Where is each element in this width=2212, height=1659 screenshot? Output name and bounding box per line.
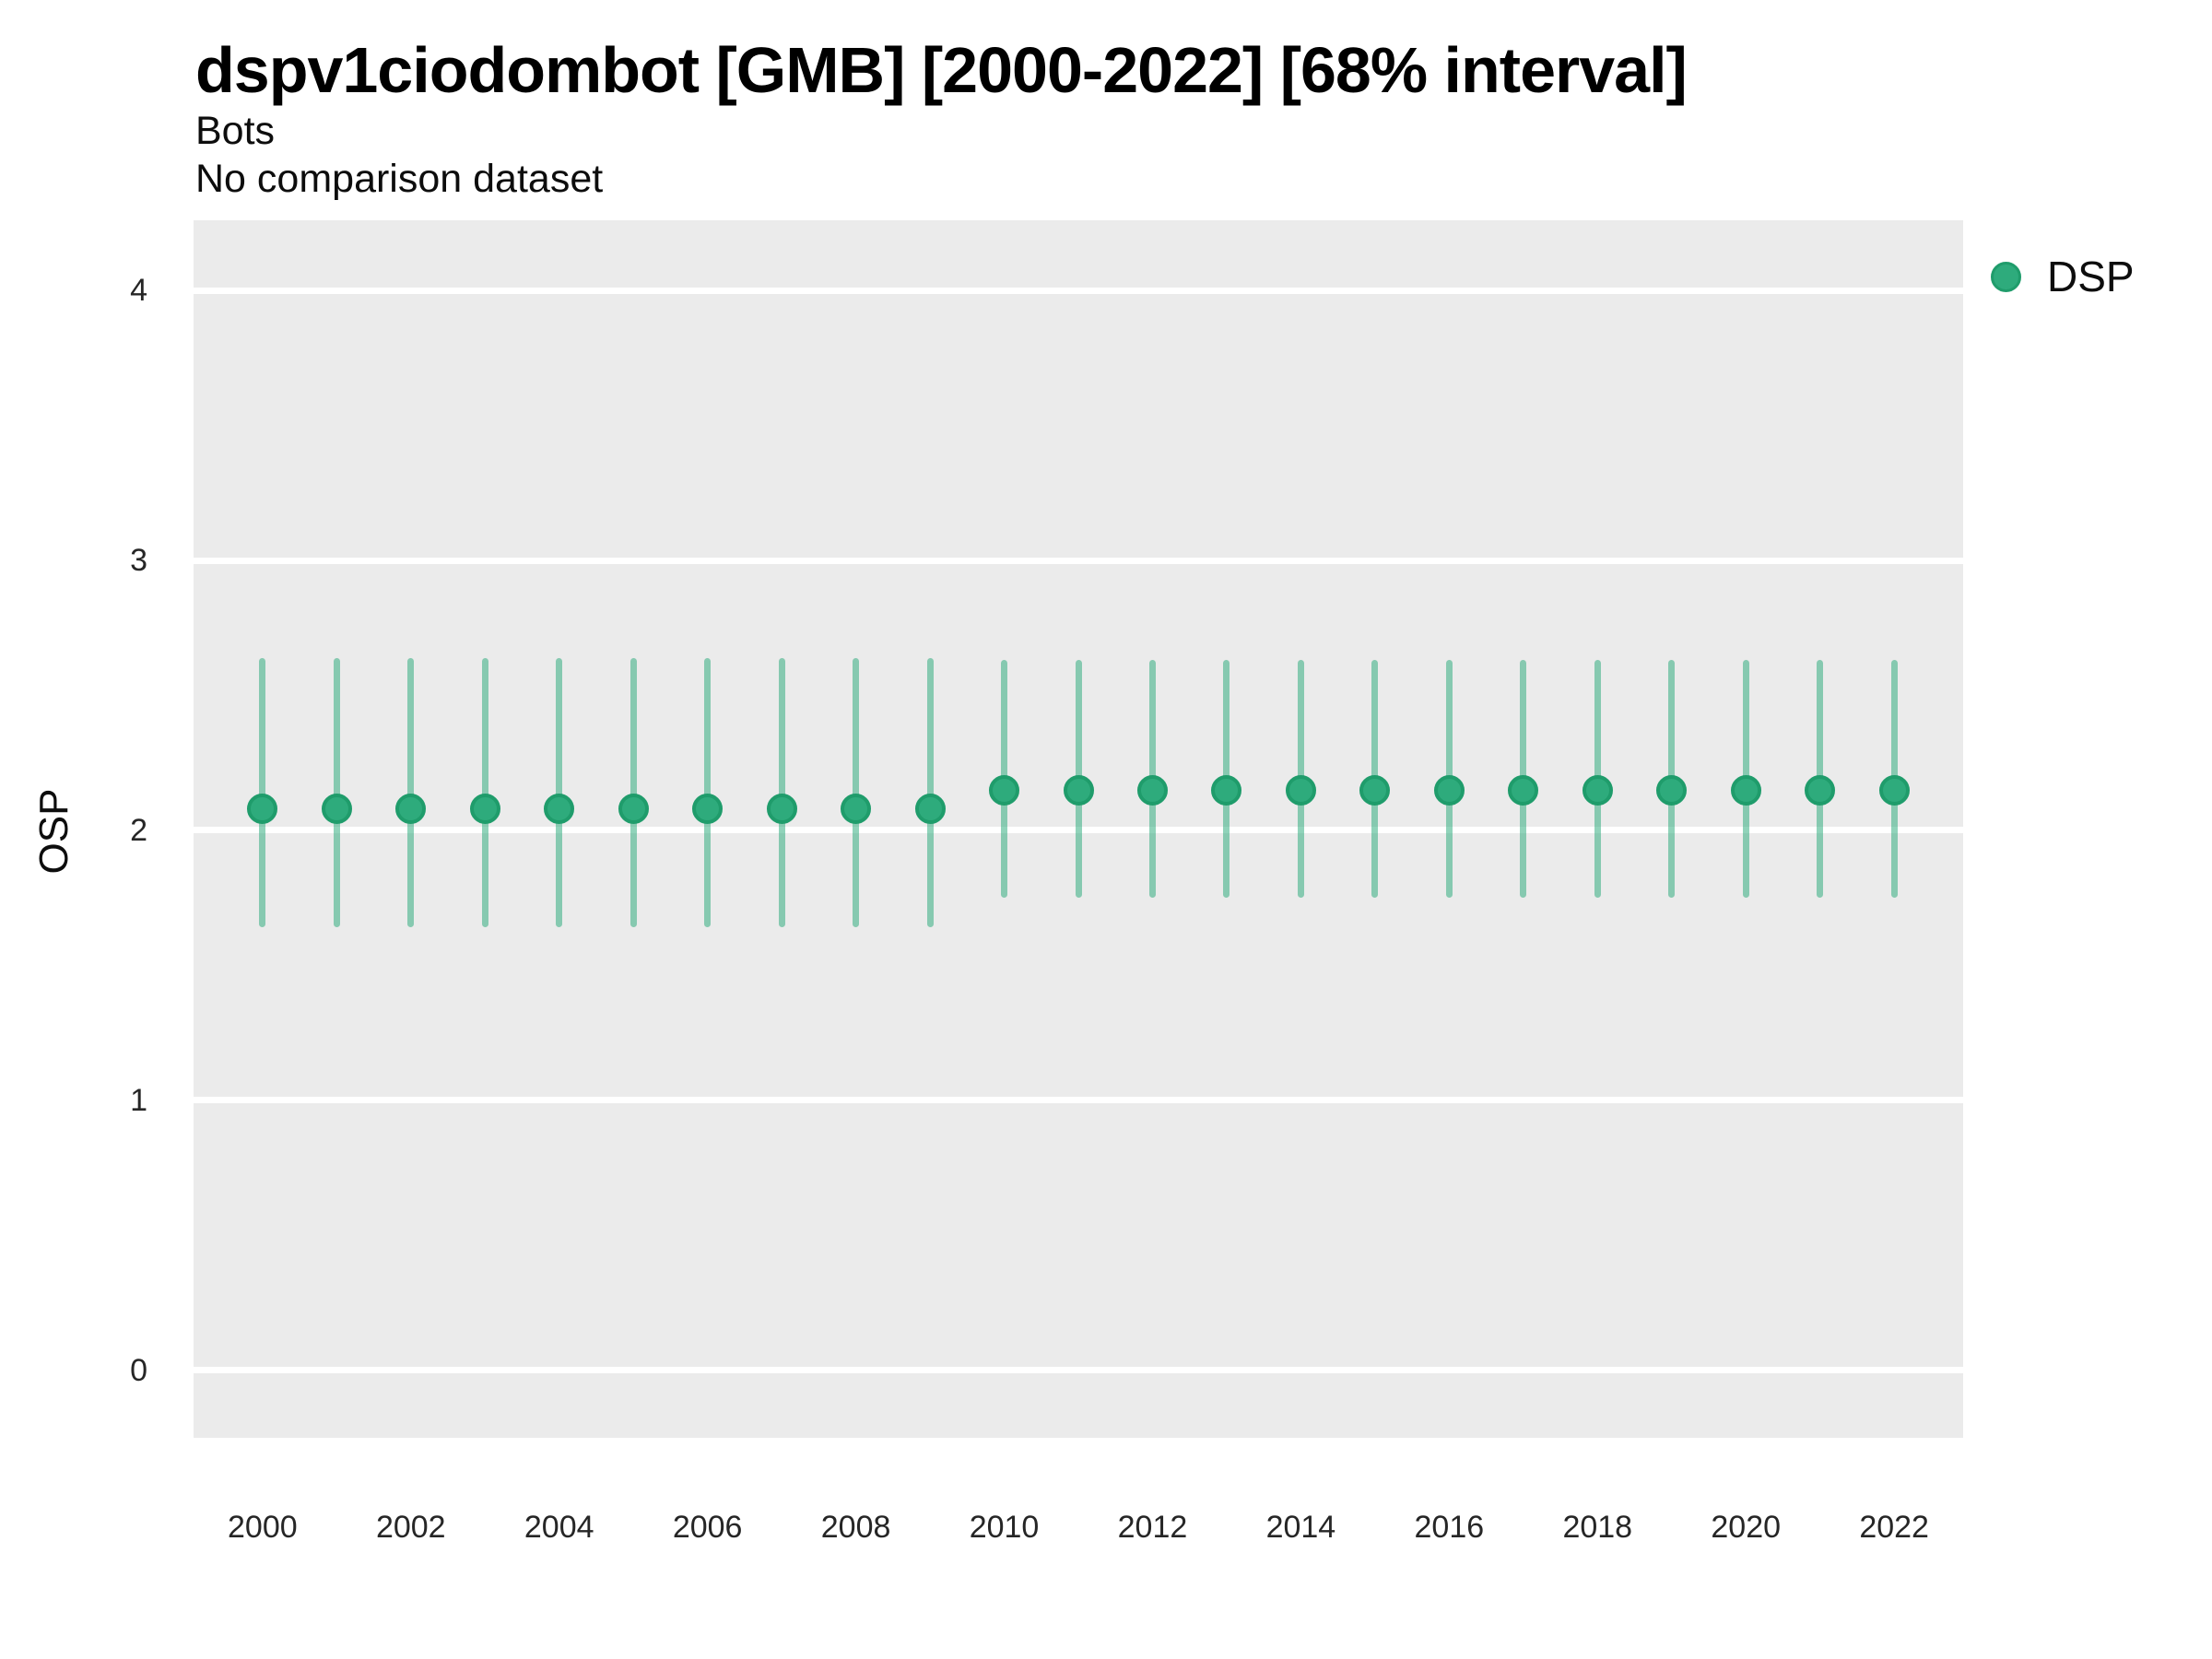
y-tick-label-3: 3 (130, 543, 147, 579)
data-point-2020 (1730, 774, 1761, 806)
data-point-2008 (841, 794, 872, 825)
comparison-note: No comparison dataset (195, 157, 604, 201)
y-axis-title: OSP (31, 788, 76, 875)
x-tick-label-2016: 2016 (1414, 1510, 1485, 1545)
data-point-2005 (618, 794, 649, 825)
data-point-2002 (395, 794, 427, 825)
error-bar-2006 (704, 657, 712, 928)
error-bar-2003 (481, 657, 488, 928)
data-point-2001 (321, 794, 352, 825)
data-point-2003 (469, 794, 500, 825)
data-point-2014 (1285, 774, 1316, 806)
data-point-2017 (1508, 774, 1539, 806)
data-point-2000 (247, 794, 278, 825)
y-tick-label-4: 4 (130, 273, 147, 309)
legend-marker-dsp (1991, 261, 2021, 292)
y-tick-label-2: 2 (130, 812, 147, 848)
legend-label-dsp: DSP (2047, 253, 2135, 300)
data-point-2021 (1805, 774, 1836, 806)
x-tick-label-2022: 2022 (1859, 1510, 1929, 1545)
x-tick-label-2002: 2002 (375, 1510, 446, 1545)
x-tick-label-2018: 2018 (1562, 1510, 1633, 1545)
chart-subtitle: Bots (195, 109, 276, 153)
data-point-2018 (1582, 774, 1613, 806)
gridline-y-3 (194, 557, 1963, 564)
error-bar-2007 (778, 657, 785, 928)
data-point-2019 (1656, 774, 1688, 806)
y-tick-label-0: 0 (130, 1352, 147, 1388)
error-bar-2009 (926, 657, 934, 928)
data-point-2012 (1136, 774, 1168, 806)
x-tick-label-2012: 2012 (1117, 1510, 1188, 1545)
chart-title: dspv1ciodombot [GMB] [2000-2022] [68% in… (195, 34, 1688, 106)
plot-panel (194, 220, 1963, 1438)
x-tick-label-2000: 2000 (228, 1510, 298, 1545)
data-point-2009 (914, 794, 946, 825)
error-bar-2000 (259, 657, 266, 928)
data-point-2022 (1878, 774, 1910, 806)
data-point-2015 (1359, 774, 1391, 806)
error-bar-2005 (629, 657, 637, 928)
x-tick-label-2010: 2010 (969, 1510, 1040, 1545)
error-bar-2001 (333, 657, 340, 928)
x-tick-label-2004: 2004 (524, 1510, 594, 1545)
data-point-2016 (1433, 774, 1465, 806)
gridline-y-1 (194, 1097, 1963, 1104)
gridline-y-0 (194, 1367, 1963, 1374)
y-tick-label-1: 1 (130, 1082, 147, 1118)
data-point-2011 (1063, 774, 1094, 806)
data-point-2013 (1211, 774, 1242, 806)
x-tick-label-2014: 2014 (1265, 1510, 1336, 1545)
data-point-2006 (692, 794, 724, 825)
error-bar-2002 (407, 657, 415, 928)
x-tick-label-2020: 2020 (1711, 1510, 1782, 1545)
error-bar-2008 (853, 657, 860, 928)
x-tick-label-2006: 2006 (672, 1510, 743, 1545)
x-tick-label-2008: 2008 (820, 1510, 891, 1545)
legend: DSP (1991, 253, 2135, 300)
data-point-2010 (989, 774, 1020, 806)
data-point-2007 (766, 794, 797, 825)
error-bar-2004 (556, 657, 563, 928)
data-point-2004 (544, 794, 575, 825)
gridline-y-4 (194, 287, 1963, 294)
